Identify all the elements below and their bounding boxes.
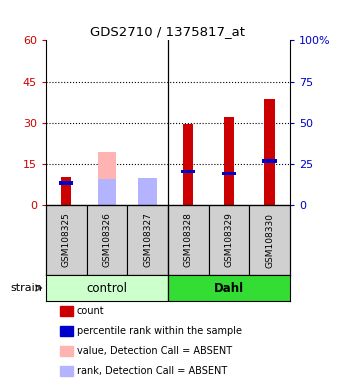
- Bar: [263, 159, 277, 162]
- FancyBboxPatch shape: [127, 205, 168, 275]
- FancyBboxPatch shape: [87, 205, 127, 275]
- FancyBboxPatch shape: [249, 205, 290, 275]
- Text: value, Detection Call = ABSENT: value, Detection Call = ABSENT: [77, 346, 232, 356]
- Bar: [98, 152, 116, 205]
- Text: GSM108326: GSM108326: [103, 213, 112, 267]
- Bar: [222, 172, 236, 175]
- Bar: [59, 182, 73, 185]
- Text: GSM108328: GSM108328: [184, 213, 193, 267]
- Text: GSM108327: GSM108327: [143, 213, 152, 267]
- FancyBboxPatch shape: [46, 205, 87, 275]
- Text: GSM108325: GSM108325: [62, 213, 71, 267]
- Bar: [138, 178, 157, 205]
- Text: Dahl: Dahl: [214, 281, 244, 295]
- FancyBboxPatch shape: [209, 205, 249, 275]
- Bar: [98, 179, 116, 205]
- FancyBboxPatch shape: [168, 205, 209, 275]
- Bar: [168, 275, 290, 301]
- Text: percentile rank within the sample: percentile rank within the sample: [77, 326, 242, 336]
- Title: GDS2710 / 1375817_at: GDS2710 / 1375817_at: [90, 25, 246, 38]
- Bar: [224, 118, 234, 205]
- Bar: [46, 275, 168, 301]
- Text: GSM108329: GSM108329: [224, 213, 233, 267]
- Text: GSM108330: GSM108330: [265, 212, 274, 268]
- Text: rank, Detection Call = ABSENT: rank, Detection Call = ABSENT: [77, 366, 227, 376]
- Text: control: control: [87, 281, 128, 295]
- Bar: [183, 124, 193, 205]
- Text: count: count: [77, 306, 104, 316]
- Bar: [181, 170, 195, 173]
- Text: strain: strain: [11, 283, 43, 293]
- Bar: [265, 99, 275, 205]
- Bar: [61, 177, 71, 205]
